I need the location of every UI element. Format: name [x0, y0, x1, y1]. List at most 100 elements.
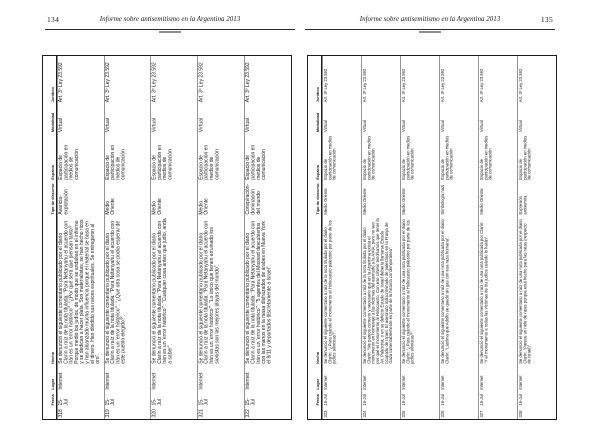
rotated-table: Fecha Lugar Hecho Tipo de discurso Espac… — [307, 55, 557, 420]
cell-num: 325 — [401, 410, 406, 418]
table-row: 326 16-Jul Internet Se denunció el sigui… — [439, 56, 478, 419]
header-rule-tick — [159, 30, 181, 33]
cell-juridico: Art. 3º Ley 23.592 — [479, 68, 484, 103]
cell-fecha: 15-Jul — [104, 398, 116, 406]
cell-modalidad: Virtual — [362, 120, 367, 133]
cell-hecho: Se denunció el siguiente comentario a ra… — [518, 219, 532, 364]
cell-modalidad: Virtual — [198, 117, 204, 133]
cell-hecho: Se denunció el siguiente comentario a ra… — [440, 219, 450, 364]
table-header-row: Fecha Lugar Hecho Tipo de discurso Espac… — [308, 56, 323, 419]
cell-lugar: Internet — [362, 375, 367, 390]
page-header: 134 Informe sobre antisemitismo en la Ar… — [45, 15, 295, 26]
col-header-lugar: Lugar — [50, 378, 56, 390]
cell-num: 323 — [323, 410, 328, 418]
cell-num: 318 — [58, 409, 64, 418]
cell-hecho: Se denunció el siguiente comentario publ… — [245, 220, 272, 364]
cell-espacio: Espacio de participación en medios de co… — [362, 135, 376, 180]
col-header-espacio: Espacio — [50, 164, 56, 180]
cell-espacio: Espacio de participación en medios de co… — [104, 144, 127, 180]
col-header-juridico: Jurídico — [315, 87, 321, 103]
cell-modalidad: Virtual — [104, 117, 111, 133]
cell-juridico: Art. 3º Ley 23.592 — [198, 62, 204, 103]
cell-tipo: Medio Oriente — [151, 198, 163, 215]
col-header-modalidad: Modalidad — [315, 112, 321, 133]
cell-fecha: 15-Jul — [245, 398, 256, 406]
col-header-hecho: Hecho — [50, 351, 56, 364]
cell-fecha: 15-Jul — [198, 398, 210, 406]
running-title: Informe sobre antisemitismo en la Argent… — [99, 15, 241, 23]
table-row: 321 15-Jul Internet Se denunció el sigui… — [197, 56, 245, 419]
col-header-tipo: Tipo de discurso — [50, 183, 56, 215]
page-number: 135 — [540, 15, 553, 24]
cell-lugar: Internet — [440, 375, 445, 390]
cell-num: 319 — [104, 409, 111, 418]
cell-espacio: Espacio de participación en medios de co… — [245, 144, 267, 180]
cell-lugar: Internet — [151, 372, 158, 390]
cell-modalidad: Virtual — [245, 117, 251, 133]
table-row: 318 15-Jul Internet Se denunció el sigui… — [58, 56, 104, 419]
cell-juridico: Art. 3º Ley 23.592 — [362, 68, 367, 103]
cell-lugar: Internet — [401, 375, 406, 390]
cell-lugar: Internet — [58, 372, 64, 390]
cell-espacio: Espacio de participación en medios de co… — [518, 135, 532, 180]
cell-hecho: Se denunció el siguiente comentario a ra… — [323, 220, 337, 364]
cell-espacio: Espacio de participación en medios de co… — [58, 144, 80, 180]
table-row: 322 15-Jul Internet Se denunció el sigui… — [244, 56, 291, 419]
cell-lugar: Internet — [518, 375, 523, 390]
cell-hecho: Se denunció el siguiente comentario publ… — [198, 220, 220, 364]
page-header: Informe sobre antisemitismo en la Argent… — [305, 15, 555, 26]
page-135: Informe sobre antisemitismo en la Argent… — [300, 0, 600, 435]
col-header-hecho: Hecho — [315, 351, 321, 364]
cell-hecho: Se denunció el siguiente comentario publ… — [151, 218, 173, 364]
cell-modalidad: Virtual — [518, 120, 523, 133]
cell-lugar: Internet — [198, 372, 204, 390]
cell-juridico: Art. 3º Ley 23.592 — [518, 68, 523, 103]
col-header-espacio: Espacio — [315, 164, 321, 180]
cell-modalidad: Virtual — [479, 120, 484, 133]
col-header-num — [54, 407, 56, 419]
cell-fecha: 16-Jul — [362, 394, 367, 406]
table-row: 325 16-Jul Internet Se denunció el sigui… — [400, 56, 439, 419]
cell-num: 320 — [151, 409, 158, 418]
cell-espacio: Espacio de participación en medios de co… — [401, 135, 415, 180]
cell-hecho: Se denunció el siguiente comentario a ra… — [362, 218, 394, 364]
table-row: 320 15-Jul Internet Se denunció el sigui… — [150, 56, 198, 419]
cell-juridico: Art. 3º Ley 23.592 — [104, 62, 111, 103]
cell-tipo: Simbología nazi — [440, 184, 445, 215]
cell-espacio: Espacio de participación en medios de co… — [479, 135, 493, 180]
cell-num: 322 — [245, 409, 251, 418]
col-header-tipo: Tipo de discurso — [315, 183, 321, 215]
col-header-juridico: Jurídico — [50, 87, 56, 103]
col-header-modalidad: Modalidad — [50, 112, 56, 133]
table-row: 328 16-Jul Internet Se denunció el sigui… — [517, 56, 556, 419]
cell-hecho: Se denunció el siguiente comentario publ… — [104, 220, 127, 364]
cell-juridico: Art. 3º Ley 23.592 — [401, 68, 406, 103]
cell-hecho: Se denunció el siguiente comentario a ra… — [401, 219, 415, 364]
cell-hecho: Se denunció el siguiente comentario publ… — [58, 219, 101, 364]
cell-tipo: Medio Oriente — [198, 198, 210, 215]
cell-juridico: Art. 3º Ley 23.592 — [440, 68, 445, 103]
cell-lugar: Internet — [104, 372, 111, 390]
cell-lugar: Internet — [479, 375, 484, 390]
header-rule — [45, 29, 295, 33]
cell-juridico: Art. 3º Ley 23.592 — [323, 68, 328, 103]
cell-espacio: Espacio de participación en medios de co… — [198, 144, 220, 180]
cell-tipo: Conspiración-dominación del mundo — [245, 183, 262, 215]
col-header-fecha: Fecha — [315, 394, 321, 406]
cell-modalidad: Virtual — [323, 120, 328, 133]
cell-modalidad: Virtual — [440, 120, 445, 133]
rotated-table: Fecha Lugar Hecho Tipo de discurso Espac… — [42, 55, 292, 420]
table-row: 327 16-Jul Internet Se denunció el sigui… — [478, 56, 517, 419]
table-row: 319 15-Jul Internet Se denunció el sigui… — [103, 56, 151, 419]
cell-modalidad: Virtual — [58, 117, 64, 133]
header-rule-tick — [419, 30, 441, 33]
cell-juridico: Art. 3º Ley 23.592 — [58, 62, 64, 103]
cell-tipo: Medio Oriente — [479, 188, 484, 215]
table-header-row: Fecha Lugar Hecho Tipo de discurso Espac… — [43, 56, 58, 419]
header-rule — [305, 29, 555, 33]
report-table: Fecha Lugar Hecho Tipo de discurso Espac… — [42, 55, 292, 420]
cell-num: 327 — [479, 410, 484, 418]
incidents-table-134: Fecha Lugar Hecho Tipo de discurso Espac… — [42, 55, 292, 420]
col-header-num — [319, 407, 321, 419]
page-number: 134 — [47, 15, 60, 24]
